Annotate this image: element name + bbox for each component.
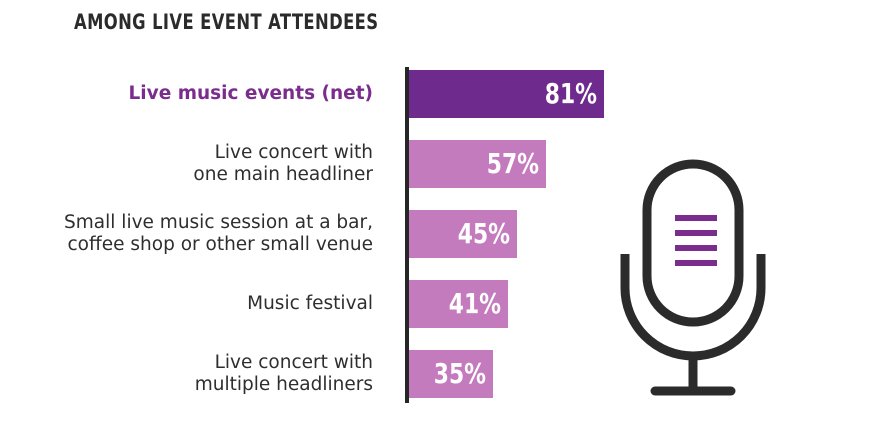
y-axis-line (405, 67, 409, 403)
category-label-line: one main headliner (193, 164, 373, 185)
bar-value-label: 57% (486, 147, 540, 180)
category-label-line: Small live music session at a bar, (64, 212, 373, 233)
bar-value-label: 81% (544, 77, 597, 110)
category-label: Live music events (net) (43, 83, 373, 105)
bar-1 (409, 70, 604, 118)
bar-3 (409, 210, 518, 258)
bar-value-label: 45% (458, 217, 511, 250)
bar-value-label: 41% (448, 287, 501, 320)
category-label-line: Music festival (247, 293, 373, 314)
category-label-line: Live music events (net) (128, 83, 373, 104)
bar-2 (409, 140, 547, 188)
category-label: Live concert with multiple headliners (43, 352, 373, 396)
category-label-line: Live concert with (214, 352, 373, 373)
category-label: Music festival (43, 293, 373, 315)
bar-value-label: 35% (433, 357, 487, 390)
category-label-line: coffee shop or other small venue (67, 234, 373, 255)
category-label-line: multiple headliners (194, 374, 373, 395)
chart-title: AMONG LIVE EVENT ATTENDEES (74, 10, 379, 34)
category-label: Small live music session at a bar, coffee… (43, 212, 373, 256)
bar-4 (409, 280, 508, 328)
bar-5 (409, 350, 494, 398)
microphone-icon (620, 159, 766, 396)
category-label: Live concert with one main headliner (43, 142, 373, 186)
category-label-line: Live concert with (214, 142, 373, 163)
